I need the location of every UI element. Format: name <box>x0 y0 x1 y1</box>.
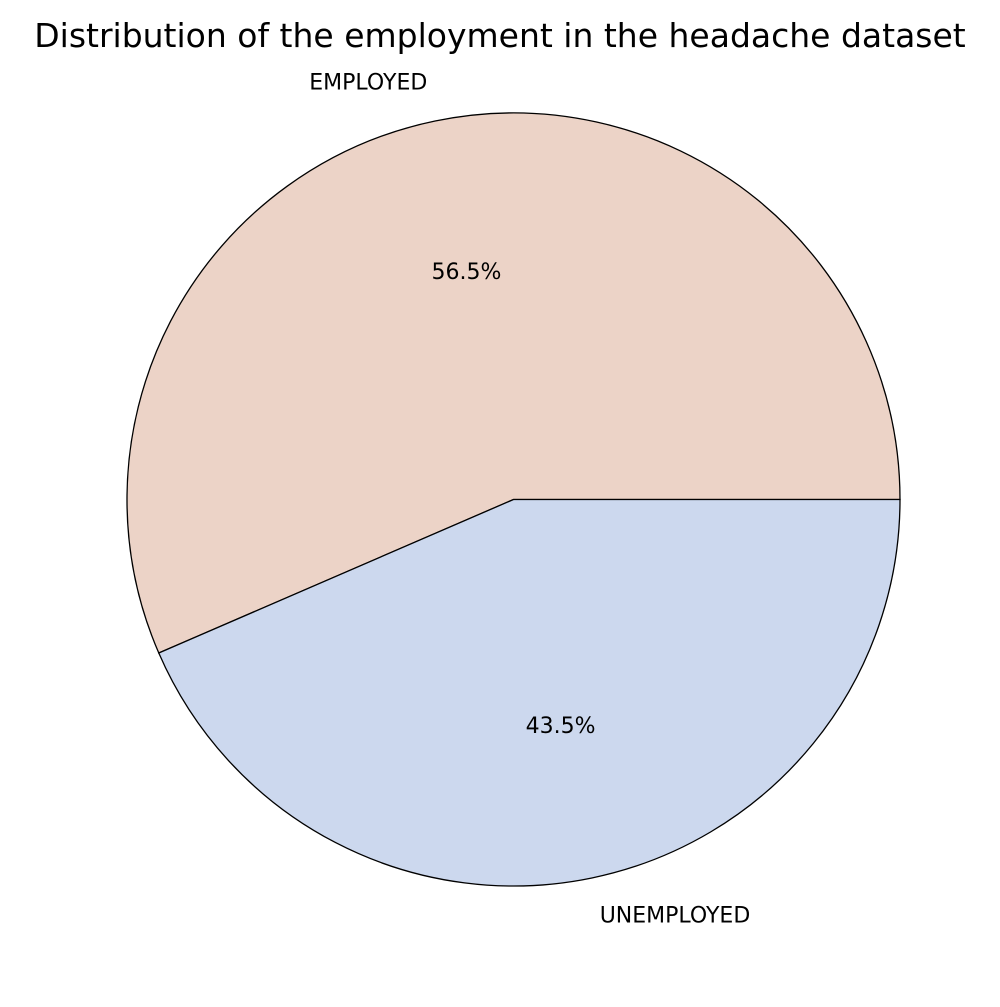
pie-slices <box>126 112 901 887</box>
pie-slice-unemployed <box>157 498 901 887</box>
slice-percent-employed: 56.5% <box>432 260 502 285</box>
slice-percent-unemployed: 43.5% <box>526 714 596 739</box>
pie-labels: EMPLOYED 56.5% UNEMPLOYED 43.5% <box>309 71 750 929</box>
slice-label-unemployed: UNEMPLOYED <box>600 903 751 928</box>
chart-title: Distribution of the employment in the he… <box>34 16 966 55</box>
slice-label-employed: EMPLOYED <box>309 71 427 96</box>
pie-slice-employed <box>126 112 901 654</box>
